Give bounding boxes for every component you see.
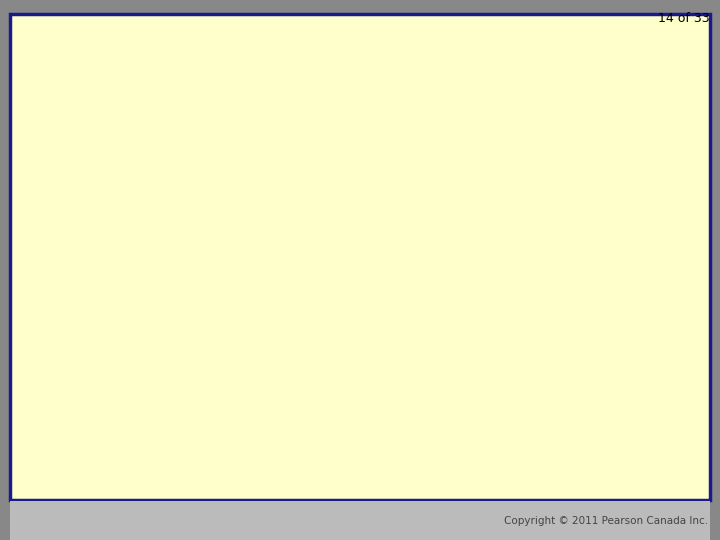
Text: 14 of 33: 14 of 33 xyxy=(658,12,710,25)
Text: NS = Y* - C - G: NS = Y* - C - G xyxy=(127,306,307,326)
Text: NS = Y* - T - C + (T - G): NS = Y* - T - C + (T - G) xyxy=(127,255,418,275)
Text: is negatively related to the interest rate, then: is negatively related to the interest ra… xyxy=(76,399,582,418)
Text: positively related to the interest rate.: positively related to the interest rate. xyxy=(40,434,443,454)
Text: Copyright © 2011 Pearson Canada Inc.: Copyright © 2011 Pearson Canada Inc. xyxy=(504,516,708,525)
Text: NS: NS xyxy=(582,399,616,418)
Text: Firms’ investment demand is negatively related to the real: Firms’ investment demand is negatively r… xyxy=(40,69,672,89)
Text: interest rate.: interest rate. xyxy=(40,104,179,124)
Text: National saving = private saving + public saving: National saving = private saving + publi… xyxy=(40,188,565,208)
Text: If: If xyxy=(40,399,60,418)
Text: C: C xyxy=(60,399,76,418)
Text: is: is xyxy=(616,399,640,418)
